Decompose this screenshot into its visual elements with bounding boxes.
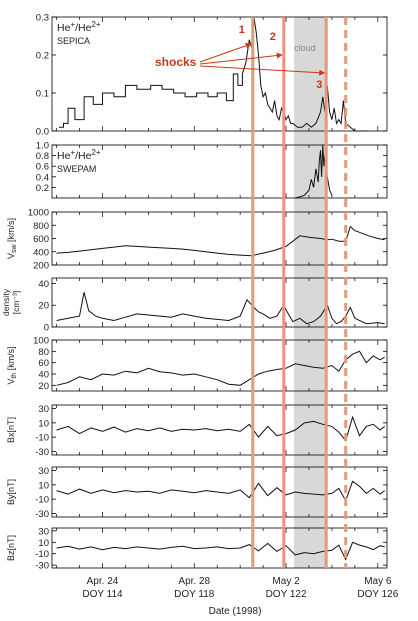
x-tick-label: Apr. 28	[178, 576, 210, 587]
shock-number-2: 2	[270, 31, 276, 43]
series-line-bx	[56, 415, 386, 442]
y-tick-label: 0.8	[36, 151, 49, 162]
y-tick-label: 20	[38, 381, 49, 392]
y-tick-label: -10	[35, 495, 49, 506]
x-tick-label-doy: DOY 114	[82, 589, 123, 600]
series-line-density	[56, 292, 385, 325]
panel-frame	[51, 527, 388, 569]
panel-frame	[51, 277, 388, 328]
series-line-by	[56, 480, 386, 502]
y-axis-label: Bz[nT]	[6, 535, 16, 561]
shock-arrow-1	[199, 42, 252, 63]
y-axis-label: Bx[nT]	[6, 417, 16, 443]
y-tick-label: 80	[38, 347, 49, 358]
y-tick-label: 0.6	[36, 162, 49, 173]
shock-number-3: 3	[316, 79, 322, 91]
y-axis-label: Vsw [km/s]	[6, 218, 18, 259]
panel-title: He+/He2+	[57, 148, 101, 162]
y-axis-label: density	[1, 288, 11, 316]
y-tick-label: 20	[38, 301, 49, 312]
y-tick-label: 30	[38, 466, 49, 477]
y-tick-label: 40	[38, 279, 49, 290]
y-tick-label: 30	[38, 404, 49, 415]
panel-frame	[51, 339, 388, 392]
x-tick-label: May 6	[364, 576, 392, 587]
y-tick-label: 10	[38, 480, 49, 491]
y-axis-label: Vth [km/s]	[6, 346, 18, 384]
y-tick-label: 800	[33, 221, 49, 232]
panel-frame	[51, 211, 388, 266]
series-line-vsw	[56, 225, 385, 257]
series-line-vth	[56, 350, 385, 386]
panel-vsw: 200 400 600 800 1000 Vsw [km/s]	[6, 208, 388, 272]
shocks-label: shocks	[155, 55, 197, 69]
y-tick-label: -10	[35, 549, 49, 560]
y-tick-label: 40	[38, 370, 49, 381]
panel-subtitle: SEPICA	[57, 36, 90, 46]
x-axis-label: Date (1998)	[209, 606, 262, 617]
series-line-sepica	[58, 16, 369, 132]
panel-swepam: 0.20.40.60.81.0 He+/He2+ SWEPAM	[36, 141, 388, 199]
shock-arrow-2	[199, 52, 283, 65]
y-tick-label: -30	[35, 509, 49, 520]
y-axis-units: [cm⁻³]	[11, 291, 21, 314]
cloud-label: cloud	[294, 43, 316, 53]
x-tick-label-doy: DOY 126	[357, 589, 398, 600]
y-tick-label: -10	[35, 433, 49, 444]
y-axis-label: By[nT]	[6, 479, 16, 505]
y-tick-label: 30	[38, 526, 49, 537]
y-tick-label: 1.0	[36, 141, 49, 152]
panel-title: He+/He2+	[57, 20, 101, 34]
panel-density: 0 20 40 density [cm⁻³]	[1, 277, 388, 334]
series-line-bz	[56, 541, 385, 561]
panel-frame	[51, 466, 388, 518]
y-tick-label: 10	[38, 418, 49, 429]
panel-bx: -30 -10 10 30 Bx[nT]	[6, 404, 388, 458]
y-tick-label: 10	[38, 538, 49, 549]
y-tick-label: 0.1	[36, 89, 49, 100]
shock-arrow-3	[199, 65, 326, 76]
panel-frame	[51, 16, 388, 132]
y-tick-label: -30	[35, 447, 49, 458]
y-tick-label: 0.3	[36, 13, 49, 24]
y-tick-label: 0.4	[36, 172, 49, 183]
cloud-band	[294, 17, 326, 568]
x-tick-label-doy: DOY 122	[266, 589, 307, 600]
y-tick-label: 0.0	[36, 127, 49, 138]
panel-by: -30 -10 10 30 By[nT]	[6, 466, 388, 520]
panel-subtitle: SWEPAM	[57, 164, 96, 174]
y-tick-label: -30	[35, 561, 49, 572]
y-tick-label: 200	[33, 261, 49, 272]
panel-frame	[51, 144, 388, 199]
y-tick-label: 60	[38, 358, 49, 369]
y-tick-label: 1000	[28, 208, 49, 219]
y-tick-label: 0	[44, 323, 49, 334]
x-tick-label: May 2	[272, 576, 300, 587]
x-tick-label: Apr. 24	[87, 576, 119, 587]
shock-number-1: 1	[239, 24, 245, 36]
x-tick-label-doy: DOY 118	[174, 589, 215, 600]
panel-frame	[51, 404, 388, 456]
y-tick-label: 100	[33, 336, 49, 347]
y-tick-label: 0.2	[36, 183, 49, 194]
panel-sepica: 0.0 0.1 0.2 0.3 He+/He2+ SEPICA	[36, 13, 388, 138]
y-tick-label: 400	[33, 247, 49, 258]
y-tick-label: 600	[33, 234, 49, 245]
y-tick-label: 0.2	[36, 51, 49, 62]
